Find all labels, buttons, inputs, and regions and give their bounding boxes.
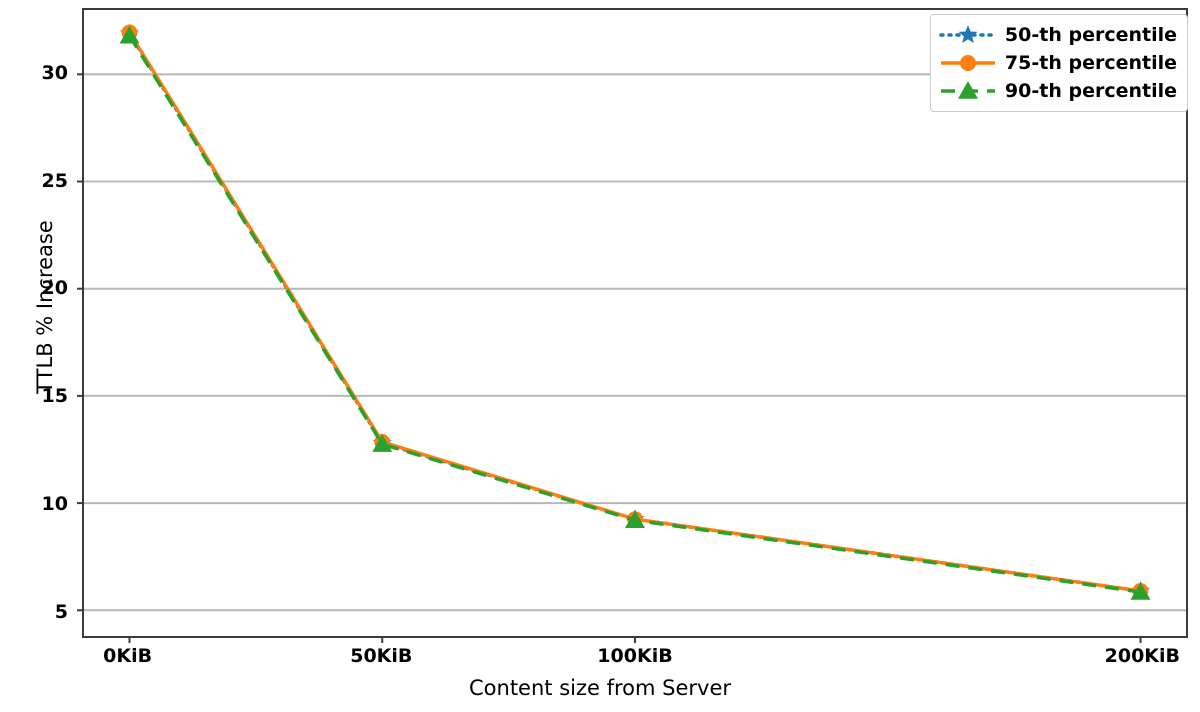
y-tick-label: 15 xyxy=(41,385,68,408)
data-series-layer xyxy=(119,23,1151,600)
series-line xyxy=(129,33,1140,591)
y-tick-label: 5 xyxy=(54,601,68,624)
y-tick-label: 30 xyxy=(41,61,68,84)
legend-label: 50-th percentile xyxy=(1004,24,1177,46)
legend-star-icon xyxy=(939,23,997,47)
legend-item[interactable]: 75-th percentile xyxy=(939,49,1177,77)
y-tick-label: 25 xyxy=(41,169,68,192)
x-axis-tick-labels: 0KiB 50KiB 100KiB 200KiB xyxy=(0,645,1200,675)
y-tick-label: 10 xyxy=(41,493,68,516)
series-line xyxy=(129,34,1140,591)
series-line xyxy=(129,36,1140,592)
legend-circle-icon xyxy=(939,51,997,75)
legend-triangle-icon xyxy=(939,79,997,103)
y-axis-title: TTLB % Increase xyxy=(33,220,57,394)
x-tick-label: 200KiB xyxy=(1104,645,1181,667)
legend-item[interactable]: 50-th percentile xyxy=(939,21,1177,49)
legend-label: 90-th percentile xyxy=(1004,80,1177,102)
y-axis-tick-labels: 5 10 15 20 25 30 xyxy=(0,0,68,712)
legend-label: 75-th percentile xyxy=(1004,52,1177,74)
data-point-marker xyxy=(372,434,393,452)
chart-legend[interactable]: 50-th percentile 75-th percentile 90-th pe… xyxy=(929,14,1188,112)
x-tick-label: 50KiB xyxy=(350,645,413,667)
x-tick-label: 0KiB xyxy=(103,645,153,667)
series-3 xyxy=(119,25,1151,600)
data-point-marker xyxy=(1130,582,1151,600)
data-point-marker xyxy=(625,510,645,528)
x-axis-title: Content size from Server xyxy=(469,676,731,700)
y-tick-label: 20 xyxy=(41,277,68,300)
x-tick-label: 100KiB xyxy=(597,645,673,667)
legend-item[interactable]: 90-th percentile xyxy=(939,77,1177,105)
data-point-marker xyxy=(119,25,140,44)
plot-area xyxy=(82,8,1188,638)
